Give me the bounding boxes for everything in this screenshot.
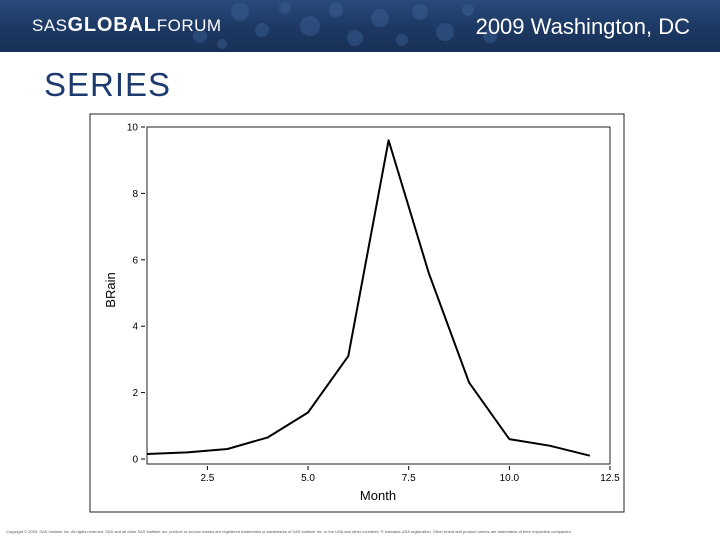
x-tick-label: 7.5 bbox=[402, 473, 416, 484]
series-line-brain bbox=[146, 139, 591, 457]
y-tick-label: 6 bbox=[132, 255, 138, 266]
x-tick-label: 5.0 bbox=[301, 473, 315, 484]
x-tick-label: 10.0 bbox=[500, 473, 520, 484]
event-name: 2009 Washington, DC bbox=[475, 14, 690, 39]
y-axis-label: BRain bbox=[103, 272, 118, 307]
slide-title: SERIES bbox=[44, 66, 172, 103]
y-axis: 0 2 4 6 8 10 bbox=[127, 123, 145, 466]
header-banner: SASGLOBALFORUM 2009 Washington, DC bbox=[0, 0, 720, 52]
sas-global-forum-logo: SASGLOBALFORUM bbox=[32, 14, 222, 36]
x-axis: 2.5 5.0 7.5 10.0 12.5 bbox=[200, 466, 620, 484]
copyright-footer: Copyright © 2009, SAS Institute Inc. All… bbox=[6, 529, 572, 534]
y-tick-label: 8 bbox=[132, 189, 138, 200]
y-tick-label: 10 bbox=[127, 123, 139, 134]
y-tick-label: 4 bbox=[132, 322, 138, 333]
chart-outer-frame bbox=[89, 113, 625, 513]
y-tick-label: 0 bbox=[132, 455, 138, 466]
banner-texture bbox=[193, 2, 497, 49]
y-tick-label: 2 bbox=[132, 388, 138, 399]
x-tick-label: 2.5 bbox=[200, 473, 214, 484]
x-axis-label: Month bbox=[360, 488, 396, 503]
x-tick-label: 12.5 bbox=[600, 473, 620, 484]
plot-frame bbox=[146, 126, 611, 465]
